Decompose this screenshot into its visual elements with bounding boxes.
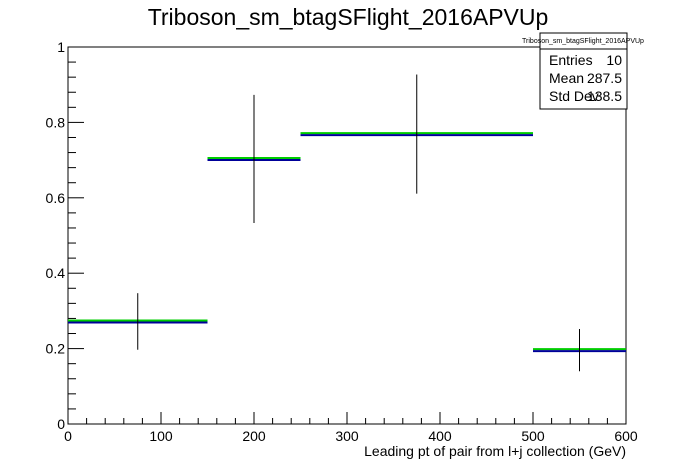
y-tick-label: 0.6: [46, 190, 66, 206]
y-axis: 0 0.2 0.4 0.6 0.8 1: [46, 39, 84, 432]
x-tick-label: 200: [242, 428, 266, 444]
histogram-bins: [68, 74, 626, 372]
stats-mean-label: Mean: [549, 70, 584, 86]
stats-stddev-label: Std Dev: [549, 88, 599, 104]
y-tick-label: 1: [57, 39, 65, 55]
histogram-bin: [533, 328, 626, 372]
stats-mean-value: 287.5: [587, 70, 622, 86]
x-axis: 0 100 200 300 400 500 600: [64, 412, 638, 444]
stats-entries-label: Entries: [549, 52, 593, 68]
x-tick-label: 300: [335, 428, 359, 444]
chart-title: Triboson_sm_btagSFlight_2016APVUp: [148, 4, 549, 30]
stats-box-title: Triboson_sm_btagSFlight_2016APVUp: [522, 38, 644, 45]
x-axis-title: Leading pt of pair from l+j collection (…: [364, 443, 626, 459]
x-tick-label: 500: [521, 428, 545, 444]
histogram-bin: [68, 293, 208, 350]
stats-box-frame: [539, 32, 628, 110]
histogram-bin: [207, 94, 301, 224]
stats-stddev-value: 138.5: [587, 88, 622, 104]
y-tick-label: 0.4: [46, 265, 66, 281]
x-tick-label: 100: [149, 428, 173, 444]
stats-box: Triboson_sm_btagSFlight_2016APVUp Entrie…: [522, 32, 644, 110]
y-tick-label: 0.8: [46, 114, 66, 130]
histogram-bin: [300, 74, 533, 194]
stats-entries-value: 10: [606, 52, 622, 68]
x-tick-label: 600: [614, 428, 638, 444]
y-tick-label: 0.2: [46, 341, 66, 357]
x-tick-label: 400: [428, 428, 452, 444]
y-tick-label: 0: [57, 416, 65, 432]
x-tick-label: 0: [64, 428, 72, 444]
